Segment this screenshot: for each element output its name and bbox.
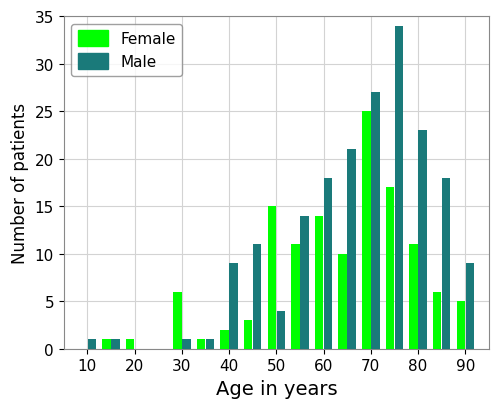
Bar [244, 320, 252, 349]
Bar [291, 245, 300, 349]
Bar [442, 178, 450, 349]
Bar [220, 330, 229, 349]
Y-axis label: Number of patients: Number of patients [11, 103, 29, 263]
Bar [173, 292, 182, 349]
Bar [230, 263, 238, 349]
Bar [456, 301, 465, 349]
Bar [394, 27, 403, 349]
Bar [102, 339, 111, 349]
X-axis label: Age in years: Age in years [216, 379, 337, 398]
Bar [196, 339, 205, 349]
Bar [466, 263, 474, 349]
Bar [338, 254, 347, 349]
Legend: Female, Male: Female, Male [72, 25, 182, 76]
Bar [182, 339, 190, 349]
Bar [315, 216, 324, 349]
Bar [348, 150, 356, 349]
Bar [253, 245, 262, 349]
Bar [126, 339, 134, 349]
Bar [433, 292, 442, 349]
Bar [386, 188, 394, 349]
Bar [88, 339, 96, 349]
Bar [111, 339, 120, 349]
Bar [410, 245, 418, 349]
Bar [276, 311, 285, 349]
Bar [324, 178, 332, 349]
Bar [300, 216, 308, 349]
Bar [206, 339, 214, 349]
Bar [362, 112, 370, 349]
Bar [371, 93, 380, 349]
Bar [418, 131, 427, 349]
Bar [268, 207, 276, 349]
